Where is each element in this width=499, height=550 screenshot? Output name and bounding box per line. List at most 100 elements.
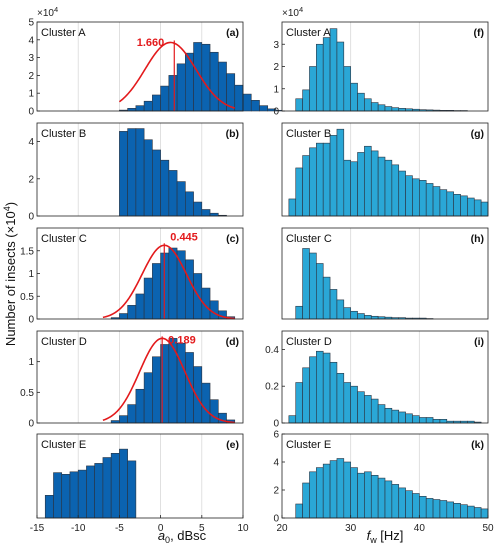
histogram-bar [329,361,338,424]
histogram-bar [419,180,427,217]
histogram-bar [343,461,351,519]
y-tick-label: 0 [273,419,279,430]
histogram-bar [176,342,186,424]
x-tick-label: -5 [115,523,124,534]
histogram-bar [350,385,358,424]
histogram-bar [364,471,372,519]
histogram-bar [432,499,441,519]
x-tick-label: -15 [30,523,45,534]
histogram-bar [391,107,400,112]
gaussian-fit-curve [102,337,235,424]
histogram-bar [350,161,358,217]
histogram-bar [329,289,338,320]
histogram-bar [357,472,365,519]
x-tick-label: 10 [237,523,249,534]
gaussian-fit-curve [118,41,235,109]
y-tick-label: 0 [28,419,34,430]
x-tick-label: -10 [71,523,86,534]
panel-id-label: (k) [471,439,484,451]
histogram-bar [110,453,120,519]
x-axis-label-left: a0, dBsc [158,528,207,545]
histogram-bar [288,415,297,424]
histogram-bar [329,135,338,217]
histogram-bar [309,147,317,217]
histogram-bar [267,108,277,112]
histogram-bar [322,463,331,519]
histogram-bar [398,487,406,519]
cluster-title: Cluster C [41,233,87,245]
panel-id-label: (c) [226,233,239,245]
histogram-bar [168,247,178,320]
histogram-bar [467,505,475,519]
histogram-bar [309,66,317,112]
cluster-title: Cluster E [286,439,331,451]
y-tick-label: 3 [273,40,279,51]
histogram-bar [467,197,475,217]
histogram-bar [288,198,297,217]
histogram-bar [391,164,400,217]
axes-frame [281,330,489,424]
y-tick-label: 2 [273,62,279,73]
histogram-bar [405,490,413,519]
histogram-bar [343,382,351,424]
histogram-panel: 0 2 4 6 20 30 40 50 Cluster E (k) [273,430,494,535]
histogram-bar [425,417,434,424]
histogram-panel: 0.189 0 0.5 1 Cluster D (d) [20,330,244,430]
x-tick-label: 30 [345,523,357,534]
panel-id-label: (b) [226,128,239,140]
histogram-bar [473,507,482,519]
y-tick-label: 0.5 [20,388,34,399]
panel-id-label: (i) [474,336,484,348]
histogram-bar [302,367,310,424]
histogram-bar [302,155,310,217]
histogram-bar [316,467,324,519]
histogram-bar [234,84,244,112]
histogram-bar [364,145,372,217]
panel-id-label: (d) [226,336,239,348]
axis-exponent-label: ×104 [282,5,303,19]
histogram-bar [160,85,170,112]
y-tick-label: 1 [273,84,279,95]
histogram-bar [135,388,145,424]
histogram-bar [453,502,461,519]
y-tick-label: 0.5 [20,292,34,303]
histogram-bar [412,493,420,519]
histogram-bar [432,186,441,217]
histogram-bar [398,108,406,112]
histogram-bar [209,51,219,112]
histogram-bar [302,482,310,519]
y-tick-label: 0 [28,315,34,326]
cluster-title: Cluster A [41,27,86,39]
histogram-bar [336,373,345,424]
histogram-bar [119,131,128,217]
axes-frame [281,122,489,217]
histogram-bar [446,191,454,217]
y-tick-label: 4 [28,137,34,148]
histogram-bar [152,356,161,424]
histogram-bar [102,457,112,519]
histogram-bar [377,156,386,217]
histogram-bar [135,293,145,320]
cluster-title: Cluster B [41,128,86,140]
histogram-bar [377,477,386,519]
mean-value-annotation: 1.660 [137,37,165,49]
histogram-bar [168,75,178,112]
histogram-panel: 0.445 0 0.5 1 1.5 Cluster C (c) [20,227,244,326]
cluster-title: Cluster D [41,336,87,348]
histogram-bar [185,191,194,217]
y-tick-label: 1 [28,357,34,368]
histogram-bar [250,100,260,112]
histogram-bar [242,93,252,112]
histogram-bar [316,263,324,320]
histogram-bar [473,199,482,217]
histogram-bar [209,300,219,320]
axes-frame [36,21,244,112]
histogram-bar [295,305,303,320]
y-tick-label: 4 [273,458,279,469]
histogram-bar [309,252,317,320]
histogram-bar [127,108,137,112]
axes-frame [281,433,489,519]
histogram-bar [259,105,269,112]
histogram-bar [127,305,137,320]
